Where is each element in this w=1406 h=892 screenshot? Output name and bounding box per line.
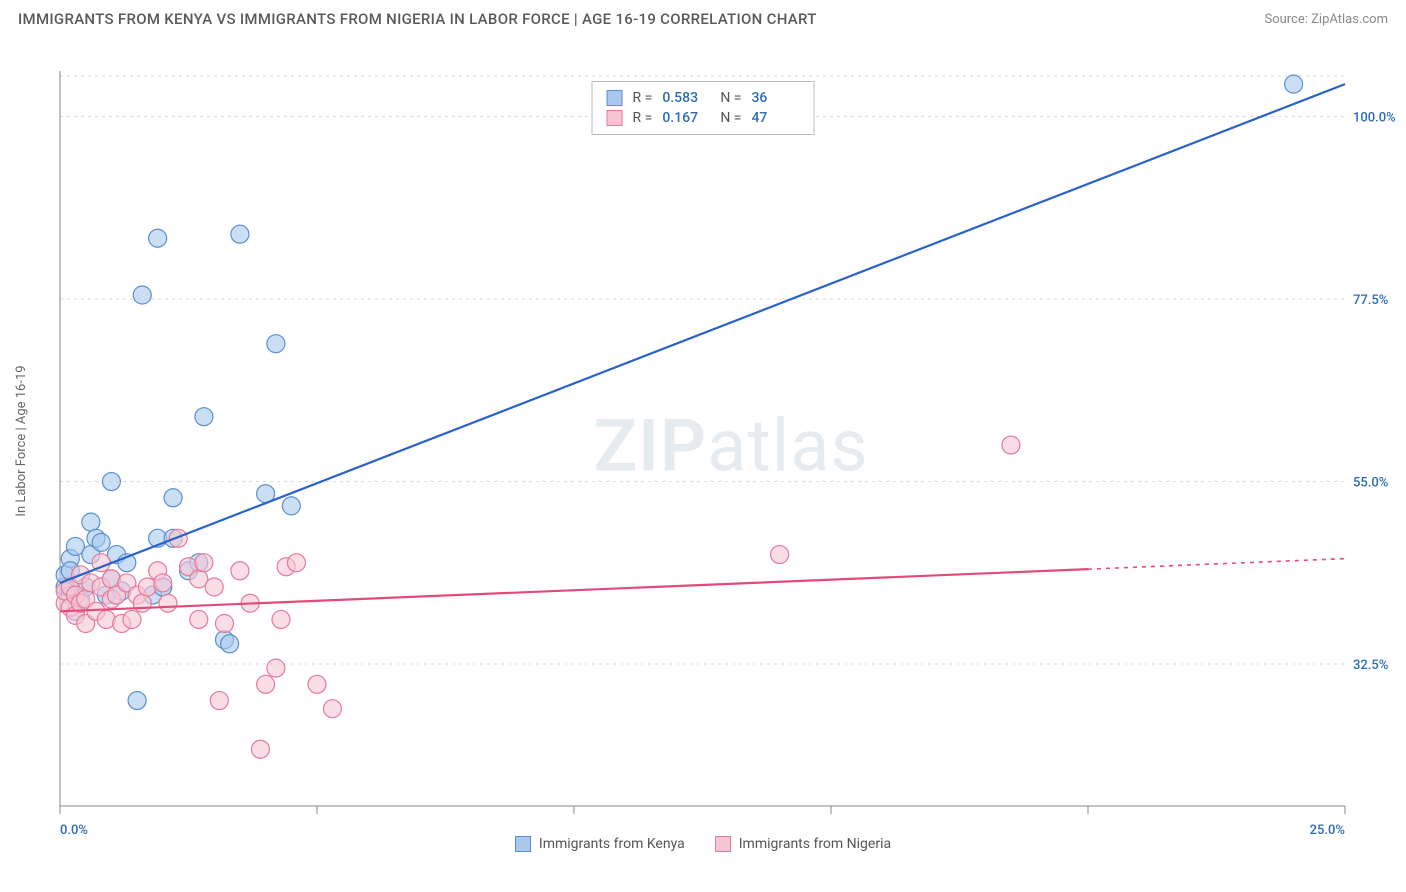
legend-item-kenya: Immigrants from Kenya: [515, 836, 685, 852]
legend-swatch-kenya: [515, 836, 531, 852]
svg-text:32.5%: 32.5%: [1353, 658, 1388, 673]
n-value-nigeria: 47: [751, 110, 799, 126]
stats-row-kenya: R = 0.583 N = 36: [607, 88, 800, 108]
legend-label-kenya: Immigrants from Kenya: [539, 836, 685, 852]
r-label-nigeria: R =: [633, 110, 653, 126]
n-label-kenya: N =: [720, 90, 741, 106]
legend-swatch-nigeria: [715, 836, 731, 852]
swatch-nigeria: [607, 110, 623, 126]
stats-legend-box: R = 0.583 N = 36 R = 0.167 N = 47: [592, 81, 815, 135]
n-label-nigeria: N =: [720, 110, 741, 126]
legend-item-nigeria: Immigrants from Nigeria: [715, 836, 891, 852]
r-label-kenya: R =: [633, 90, 653, 106]
svg-text:77.5%: 77.5%: [1353, 293, 1388, 308]
svg-text:55.0%: 55.0%: [1353, 476, 1388, 491]
svg-text:100.0%: 100.0%: [1353, 111, 1396, 126]
source-prefix: Source:: [1264, 12, 1311, 27]
n-value-kenya: 36: [751, 90, 799, 106]
r-value-kenya: 0.583: [662, 90, 710, 106]
chart-area: 0.0%25.0%32.5%55.0%77.5%100.0%In Labor F…: [0, 36, 1406, 856]
legend-label-nigeria: Immigrants from Nigeria: [739, 836, 891, 852]
chart-header: IMMIGRANTS FROM KENYA VS IMMIGRANTS FROM…: [0, 0, 1406, 36]
r-value-nigeria: 0.167: [662, 110, 710, 126]
source-attribution: Source: ZipAtlas.com: [1264, 12, 1388, 27]
stats-row-nigeria: R = 0.167 N = 47: [607, 108, 800, 128]
chart-title: IMMIGRANTS FROM KENYA VS IMMIGRANTS FROM…: [18, 10, 817, 28]
svg-text:In Labor Force | Age 16-19: In Labor Force | Age 16-19: [14, 365, 29, 516]
footer-legend: Immigrants from Kenya Immigrants from Ni…: [0, 836, 1406, 852]
scatter-chart-svg: 0.0%25.0%32.5%55.0%77.5%100.0%In Labor F…: [0, 36, 1406, 856]
swatch-kenya: [607, 90, 623, 106]
source-link[interactable]: ZipAtlas.com: [1311, 12, 1388, 27]
